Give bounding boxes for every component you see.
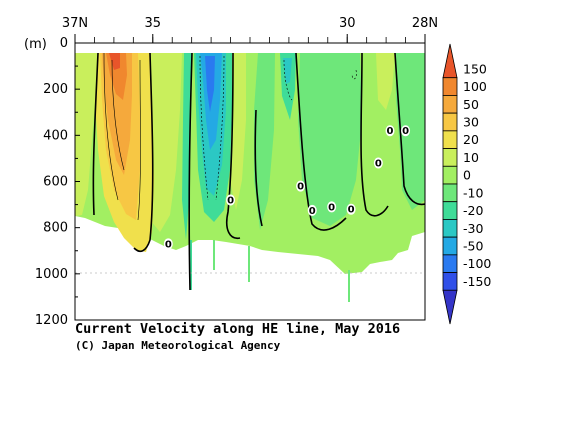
chart-title: Current Velocity along HE line, May 2016 bbox=[75, 321, 400, 337]
contour-label: 0 bbox=[297, 182, 304, 193]
colorbar-swatch bbox=[442, 289, 458, 325]
colorbar-label: -20 bbox=[463, 203, 483, 218]
colorbar-swatch bbox=[442, 112, 458, 132]
y-tick-label: 0 bbox=[60, 36, 68, 51]
y-tick-label: 800 bbox=[43, 221, 68, 236]
colorbar-swatch bbox=[442, 236, 458, 256]
colorbar-swatch bbox=[442, 165, 458, 185]
contour-line bbox=[133, 52, 154, 253]
x-tick-label: 35 bbox=[145, 16, 162, 31]
contour-label: 0 bbox=[328, 202, 335, 213]
colorbar-swatch bbox=[442, 254, 458, 273]
field-zone bbox=[75, 53, 98, 216]
contour-label: 0 bbox=[165, 239, 172, 250]
field-zone bbox=[298, 53, 362, 226]
colorbar-swatch bbox=[442, 43, 458, 79]
contour-label: 0 bbox=[402, 126, 409, 137]
colorbar-label: -50 bbox=[463, 239, 483, 254]
colorbar-label: 0 bbox=[463, 168, 471, 183]
colorbar-label: 50 bbox=[463, 97, 479, 112]
contour-line bbox=[360, 52, 389, 217]
y-tick-label: 600 bbox=[43, 175, 68, 190]
contour-label: 0 bbox=[387, 126, 394, 137]
colorbar-label: -100 bbox=[463, 256, 491, 271]
contour-line bbox=[351, 69, 357, 80]
contour-line bbox=[188, 52, 193, 291]
credit-text: (C) Japan Meteorological Agency bbox=[75, 339, 281, 352]
colorbar-swatch bbox=[442, 130, 458, 149]
colorbar-label: 30 bbox=[463, 115, 479, 130]
colorbar-swatch bbox=[442, 95, 458, 114]
contour-lines-thin bbox=[103, 52, 357, 221]
colorbar-swatch bbox=[442, 201, 458, 220]
colorbar-swatch bbox=[442, 77, 458, 96]
contour-label-bg bbox=[401, 125, 411, 137]
y-axis-ticks: 0 200 400 600 800 1000 1200 bbox=[35, 36, 80, 328]
y-tick-label: 1200 bbox=[35, 313, 68, 328]
colorbar-label: -10 bbox=[463, 185, 483, 200]
x-axis-ticks: 37N 35 30 28N bbox=[62, 16, 438, 43]
x-tick-label: 30 bbox=[339, 16, 356, 31]
colorbar-label: -150 bbox=[463, 274, 491, 289]
contour-line bbox=[92, 52, 99, 216]
y-tick-label: 200 bbox=[43, 82, 68, 97]
contour-label: 0 bbox=[309, 206, 316, 217]
contour-label: 0 bbox=[348, 205, 355, 216]
field-spike bbox=[248, 246, 250, 282]
colorbar-label: 10 bbox=[463, 150, 479, 165]
field-zone bbox=[376, 53, 395, 110]
colorbar-swatch bbox=[442, 183, 458, 203]
contour-label-bg bbox=[373, 157, 383, 169]
y-tick-label: 1000 bbox=[35, 267, 68, 282]
contour-label-bg bbox=[346, 203, 356, 215]
field-zone bbox=[150, 53, 182, 232]
contour-line bbox=[394, 52, 425, 206]
colorbar-swatch bbox=[442, 272, 458, 291]
contour-label: 0 bbox=[227, 195, 234, 206]
contour-line bbox=[111, 59, 125, 171]
contour-label-bg bbox=[327, 201, 337, 213]
contour-line bbox=[103, 52, 119, 201]
contour-label-bg bbox=[385, 125, 395, 137]
field-spike bbox=[213, 240, 215, 270]
y-unit-label: (m) bbox=[24, 37, 47, 52]
field-zone bbox=[205, 56, 215, 112]
field-zone bbox=[106, 53, 127, 100]
top-tick-marks bbox=[74, 37, 426, 43]
contour-line bbox=[137, 59, 141, 221]
field-spike bbox=[190, 240, 192, 290]
x-tick-label: 37N bbox=[62, 16, 88, 31]
contour-label-bg bbox=[296, 180, 306, 192]
contour-line bbox=[215, 55, 225, 201]
field-zone bbox=[254, 53, 275, 230]
contour-label-bg bbox=[163, 238, 173, 250]
field-zone bbox=[182, 53, 192, 240]
field-zone bbox=[109, 53, 120, 70]
colorbar-swatch bbox=[442, 219, 458, 238]
x-tick-label: 28N bbox=[412, 16, 438, 31]
y-tick-label: 400 bbox=[43, 128, 68, 143]
contour-line bbox=[199, 55, 209, 201]
colorbar-label: 100 bbox=[463, 79, 487, 94]
colorbar-label: 20 bbox=[463, 132, 479, 147]
contour-label-bg bbox=[307, 204, 317, 216]
colorbar-label: -30 bbox=[463, 221, 483, 236]
colorbar-swatch bbox=[442, 148, 458, 167]
contour-line bbox=[283, 59, 293, 101]
contour-label-bg bbox=[226, 194, 236, 206]
contour-label: 0 bbox=[375, 159, 382, 170]
contour-line bbox=[254, 109, 263, 227]
field-zone bbox=[280, 53, 296, 120]
colorbar-label: 150 bbox=[463, 61, 487, 76]
field-spike bbox=[348, 270, 350, 302]
